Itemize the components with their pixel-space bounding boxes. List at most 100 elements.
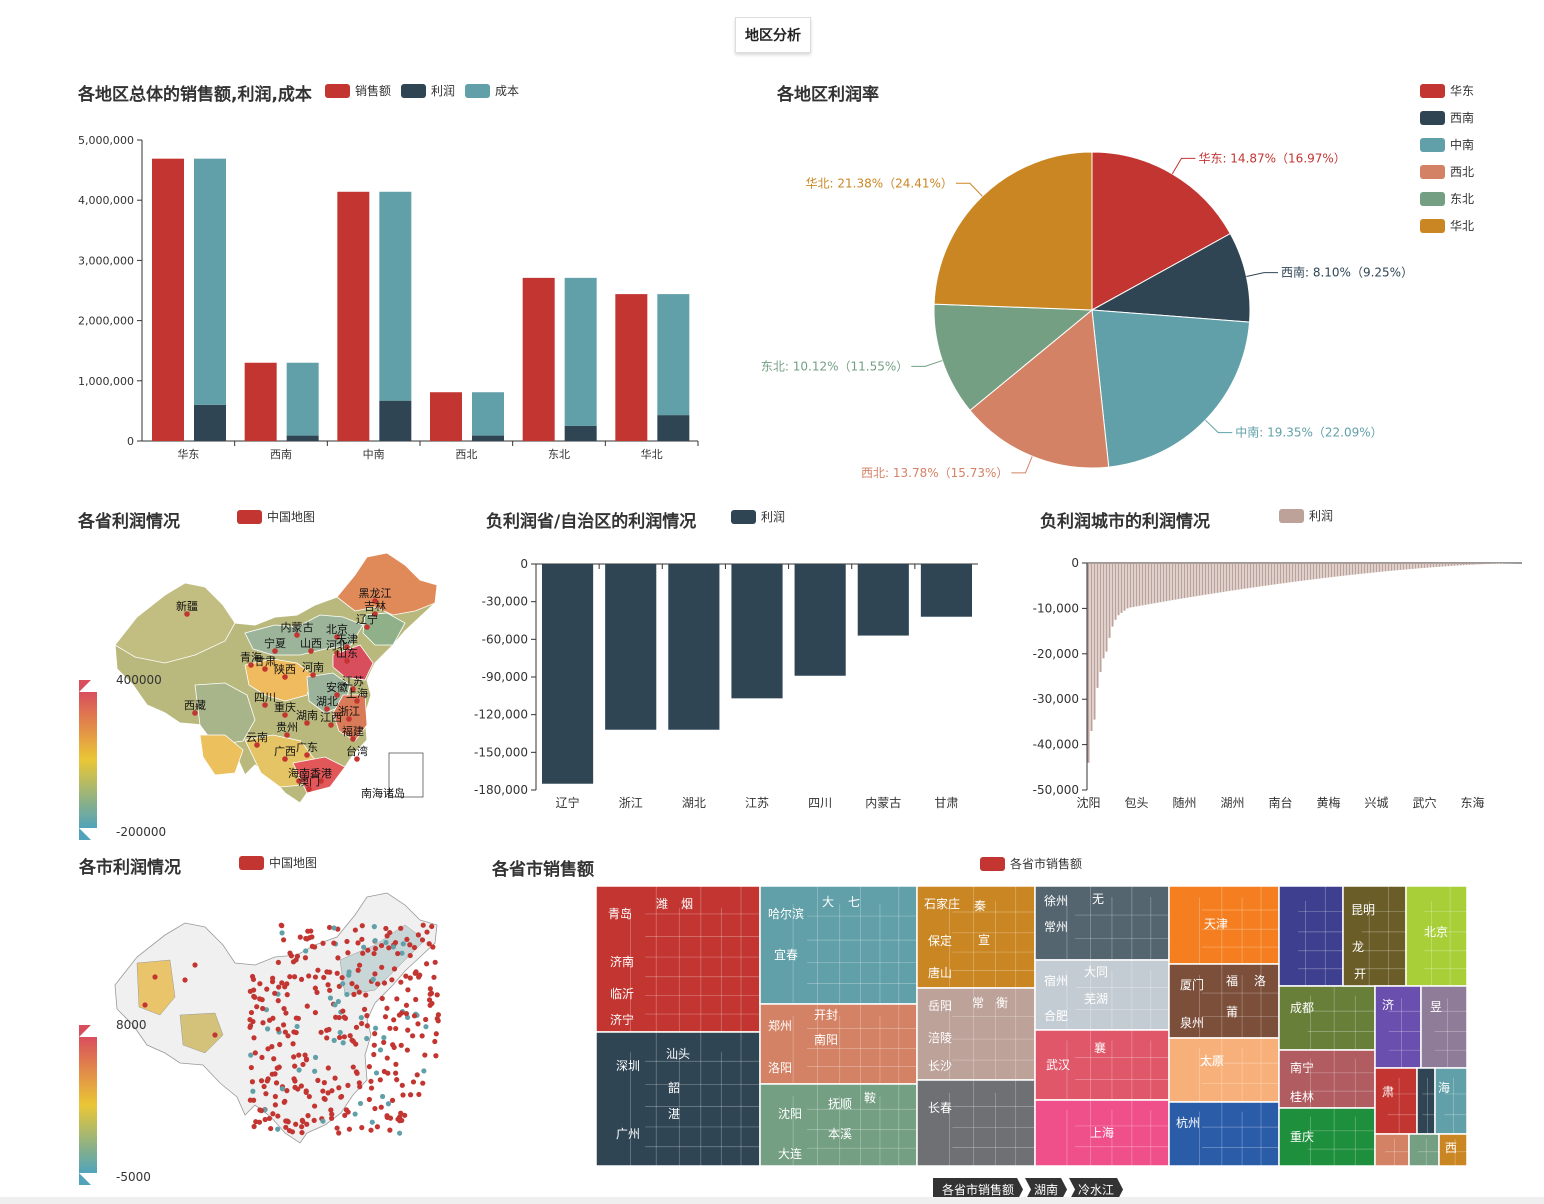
legend-item-sales[interactable]: 销售额 bbox=[325, 82, 391, 99]
city-marker bbox=[320, 1088, 326, 1094]
bar-city-profit bbox=[1249, 563, 1252, 588]
city-marker bbox=[321, 1080, 327, 1086]
bar-city-profit bbox=[1336, 563, 1339, 577]
treemap-legend[interactable]: 各省市销售额 bbox=[980, 855, 1092, 872]
city-marker bbox=[404, 1047, 410, 1053]
scrollbar[interactable] bbox=[0, 1197, 1544, 1204]
province-label: 湖南 bbox=[296, 709, 318, 722]
legend-item-profit[interactable]: 利润 bbox=[401, 82, 455, 99]
city-marker bbox=[291, 974, 298, 980]
treemap-label: 汕头 bbox=[666, 1047, 690, 1061]
bar-city-profit bbox=[1120, 563, 1123, 613]
bar-profit bbox=[920, 564, 972, 617]
bar-city-profit bbox=[1156, 563, 1159, 603]
treemap-label: 洛阳 bbox=[768, 1060, 792, 1075]
city-marker bbox=[142, 1002, 148, 1008]
province-region bbox=[362, 612, 406, 646]
x-tick-label: 华东 bbox=[177, 447, 199, 461]
province-marker bbox=[296, 778, 302, 784]
city-marker bbox=[250, 1088, 256, 1094]
treemap-label: 上海 bbox=[1090, 1125, 1114, 1140]
x-tick-label: 兴城 bbox=[1364, 796, 1388, 810]
bar-city-profit bbox=[1333, 563, 1336, 577]
legend-item-huadong[interactable]: 华东 bbox=[1420, 82, 1474, 99]
treemap-province bbox=[1034, 1099, 1170, 1166]
chart1-legend: 销售额 利润 成本 bbox=[325, 82, 529, 99]
y-tick-label: -10,000 bbox=[1033, 601, 1079, 615]
x-tick-label: 浙江 bbox=[619, 796, 643, 810]
city-marker bbox=[258, 1078, 265, 1084]
city-marker bbox=[383, 939, 389, 946]
x-tick-label: 西南 bbox=[270, 448, 292, 461]
city-marker bbox=[312, 985, 318, 991]
bar-city-profit bbox=[1330, 563, 1333, 578]
city-marker bbox=[394, 996, 400, 1002]
legend-item-xinan[interactable]: 西南 bbox=[1420, 109, 1474, 126]
bar-sales bbox=[615, 294, 648, 441]
city-marker bbox=[416, 974, 422, 980]
bar-city-profit bbox=[1474, 563, 1477, 565]
legend-item-xibei[interactable]: 西北 bbox=[1420, 163, 1474, 180]
treemap-label: 洛 bbox=[1254, 973, 1266, 988]
city-marker bbox=[359, 1020, 365, 1027]
chart4-legend[interactable]: 利润 bbox=[1279, 507, 1343, 524]
bar-city-profit bbox=[1348, 563, 1351, 576]
bar-city-profit bbox=[1168, 563, 1171, 601]
breadcrumb-item[interactable]: 冷水江 bbox=[1069, 1178, 1123, 1201]
bar-city-profit bbox=[1267, 563, 1270, 586]
legend-item-dongbei[interactable]: 东北 bbox=[1420, 190, 1474, 207]
x-tick-label: 黄梅 bbox=[1316, 795, 1340, 810]
bar-cost bbox=[657, 294, 690, 416]
city-marker bbox=[364, 1013, 370, 1019]
bar-profit bbox=[731, 564, 783, 699]
bar-city-profit bbox=[1201, 563, 1204, 596]
bar-profit bbox=[794, 564, 846, 676]
treemap-label: 青岛 bbox=[608, 906, 632, 921]
city-marker bbox=[252, 1050, 258, 1056]
city-marker bbox=[390, 944, 396, 950]
tab-region-analysis[interactable]: 地区分析 bbox=[735, 17, 811, 53]
legend-item-huabei[interactable]: 华北 bbox=[1420, 217, 1474, 234]
treemap-province bbox=[759, 1083, 918, 1166]
city-region bbox=[179, 1012, 224, 1054]
city-marker bbox=[292, 1063, 298, 1069]
city-marker bbox=[273, 1080, 280, 1086]
city-marker bbox=[386, 945, 392, 951]
city-marker bbox=[276, 984, 282, 990]
city-profit-map[interactable]: 8000 -5000 bbox=[75, 885, 460, 1195]
city-marker bbox=[394, 1077, 400, 1083]
province-marker bbox=[344, 644, 350, 650]
map1-legend[interactable]: 中国地图 bbox=[237, 508, 325, 525]
breadcrumb-item[interactable]: 各省市销售额 bbox=[933, 1178, 1023, 1201]
province-label: 香港 bbox=[310, 767, 332, 780]
treemap-province bbox=[1408, 1133, 1440, 1166]
city-marker bbox=[259, 1054, 265, 1061]
city-marker bbox=[391, 1044, 397, 1050]
chart3-legend[interactable]: 利润 bbox=[731, 508, 795, 525]
city-marker bbox=[387, 929, 393, 936]
bar-city-profit bbox=[1393, 563, 1396, 571]
chart2-pie-chart: 华东: 14.87%（16.97%） 西南: 8.10%（9.25%） 中南: 19… bbox=[761, 151, 1413, 479]
city-marker bbox=[275, 1113, 281, 1119]
map2-legend[interactable]: 中国地图 bbox=[239, 854, 327, 871]
city-marker bbox=[297, 934, 303, 940]
treemap-label: 七 bbox=[848, 895, 860, 909]
bar-profit bbox=[194, 404, 226, 441]
city-marker bbox=[251, 993, 257, 999]
province-marker bbox=[364, 624, 370, 630]
treemap-province bbox=[1420, 985, 1467, 1069]
city-marker bbox=[305, 1113, 311, 1119]
bar-city-profit bbox=[1114, 563, 1117, 620]
city-marker bbox=[384, 1055, 390, 1061]
bar-city-profit bbox=[1444, 563, 1447, 567]
pie-label: 西南: 8.10%（9.25%） bbox=[1281, 265, 1413, 280]
treemap-label: 龙 bbox=[1352, 940, 1364, 954]
city-marker bbox=[327, 987, 333, 993]
legend-item-cost[interactable]: 成本 bbox=[465, 82, 519, 99]
bar-city-profit bbox=[1183, 563, 1186, 599]
breadcrumb-item[interactable]: 湖南 bbox=[1025, 1178, 1067, 1201]
legend-item-zhongnan[interactable]: 中南 bbox=[1420, 136, 1474, 153]
